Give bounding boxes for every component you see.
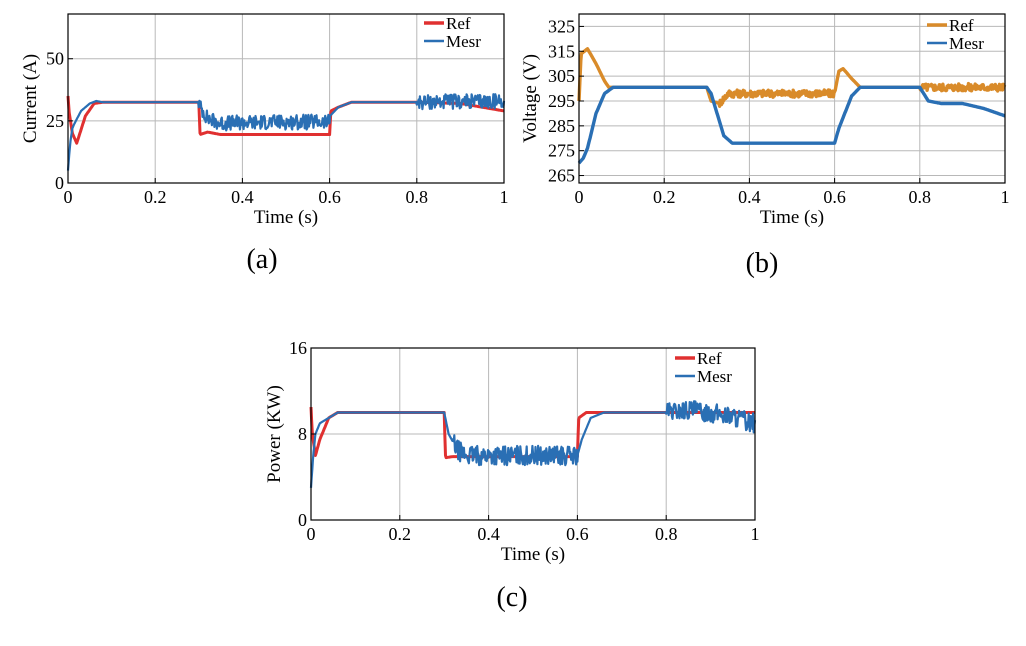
y-tick-label: 16 <box>289 338 307 358</box>
y-axis-label: Voltage (V) <box>520 54 541 143</box>
plot-area <box>309 400 757 488</box>
plot-area <box>577 47 1007 165</box>
legend-label-ref: Ref <box>446 14 471 33</box>
series-line-mesr <box>66 93 506 171</box>
x-tick-label: 1 <box>500 187 509 207</box>
x-tick-label: 0 <box>575 187 584 207</box>
subfigure-caption: (a) <box>246 244 277 275</box>
x-tick-label: 0 <box>64 187 73 207</box>
x-tick-label: 0.4 <box>231 187 254 207</box>
y-tick-label: 305 <box>548 66 575 86</box>
series-line-mesr <box>577 85 1007 165</box>
subfigure-caption: (b) <box>746 248 779 279</box>
x-tick-label: 0.6 <box>823 187 846 207</box>
legend-label-ref: Ref <box>697 349 722 368</box>
legend-label-mesr: Mesr <box>446 32 481 51</box>
x-axis-label: Time (s) <box>760 207 824 228</box>
y-tick-label: 0 <box>298 510 307 530</box>
series-line-ref <box>577 47 1007 109</box>
x-tick-label: 0.4 <box>477 524 500 544</box>
x-tick-label: 0.2 <box>144 187 167 207</box>
x-tick-label: 0.6 <box>566 524 589 544</box>
y-tick-label: 0 <box>55 173 64 193</box>
chart-b: 0 0.2 0.4 0.6 0.8 1 265 275 285 295 305 315 325 Time … <box>520 13 1010 279</box>
chart-a: 0 0.2 0.4 0.6 0.8 1 0 25 50 Time (s) Current (A) Re… <box>20 13 509 275</box>
y-tick-label: 275 <box>548 141 575 161</box>
y-tick-label: 295 <box>548 91 575 111</box>
x-axis-label: Time (s) <box>254 207 318 228</box>
plot-frame <box>67 13 505 184</box>
x-tick-label: 0.8 <box>655 524 678 544</box>
y-tick-label: 285 <box>548 116 575 136</box>
x-tick-label: 0.6 <box>318 187 341 207</box>
plot-frame <box>578 13 1006 184</box>
legend-label-mesr: Mesr <box>949 34 984 53</box>
x-tick-label: 0.2 <box>389 524 412 544</box>
y-axis-label: Power (KW) <box>264 385 285 483</box>
series-line-mesr <box>309 400 757 488</box>
y-tick-label: 25 <box>46 111 64 131</box>
x-axis-label: Time (s) <box>501 544 565 565</box>
legend-label-mesr: Mesr <box>697 367 732 386</box>
y-tick-label: 265 <box>548 166 575 186</box>
x-tick-label: 1 <box>751 524 760 544</box>
y-tick-label: 8 <box>298 424 307 444</box>
plot-area <box>66 93 506 171</box>
legend-label-ref: Ref <box>949 16 974 35</box>
x-tick-label: 0.8 <box>909 187 932 207</box>
chart-c: 0 0.2 0.4 0.6 0.8 1 0 8 16 Time (s) Power (KW) RefM… <box>264 338 760 613</box>
x-tick-label: 0.2 <box>653 187 676 207</box>
x-tick-label: 0.4 <box>738 187 761 207</box>
y-axis-label: Current (A) <box>20 54 41 143</box>
y-tick-label: 315 <box>548 41 575 61</box>
x-tick-label: 1 <box>1001 187 1010 207</box>
y-tick-label: 50 <box>46 49 64 69</box>
x-tick-label: 0.8 <box>406 187 429 207</box>
y-tick-label: 325 <box>548 16 575 36</box>
x-tick-label: 0 <box>307 524 316 544</box>
subfigure-caption: (c) <box>496 582 527 613</box>
